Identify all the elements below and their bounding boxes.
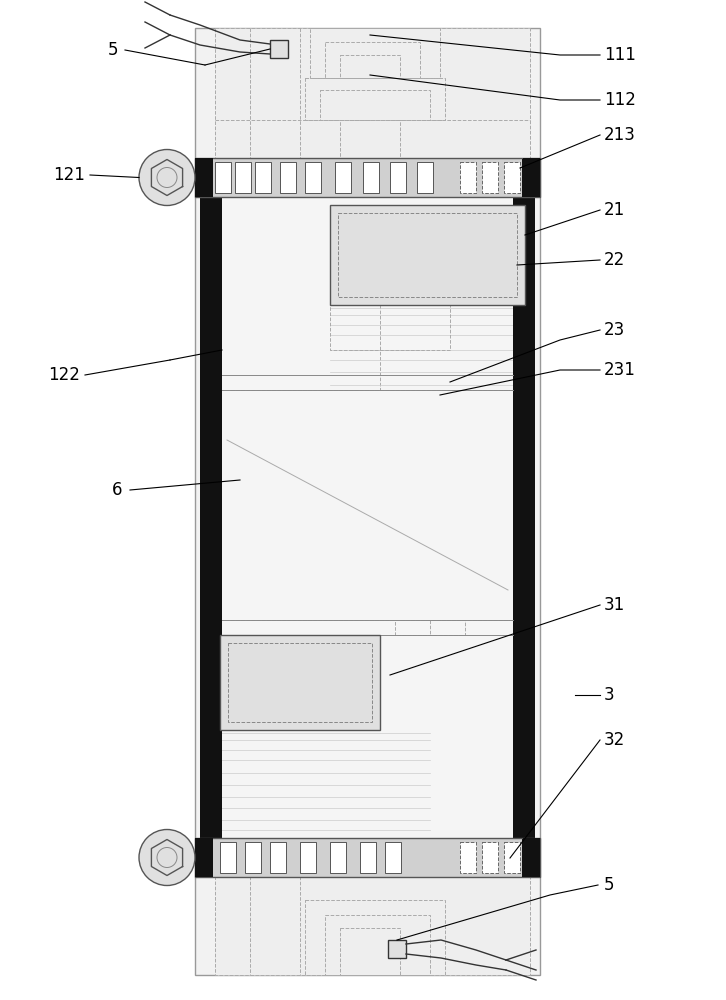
Bar: [482, 162, 498, 193]
Bar: [385, 842, 401, 873]
Text: 231: 231: [604, 361, 636, 379]
Bar: [255, 162, 271, 193]
Bar: [325, 42, 420, 78]
Text: 5: 5: [107, 41, 118, 59]
Bar: [390, 162, 406, 193]
Circle shape: [139, 830, 195, 886]
Bar: [504, 162, 520, 193]
Text: 111: 111: [604, 46, 636, 64]
Bar: [215, 197, 530, 390]
Bar: [305, 162, 321, 193]
Bar: [363, 162, 379, 193]
Bar: [395, 620, 465, 635]
Bar: [305, 900, 445, 975]
Bar: [215, 840, 530, 975]
Bar: [195, 28, 540, 975]
Bar: [330, 205, 525, 305]
Text: 32: 32: [604, 731, 625, 749]
Bar: [388, 940, 406, 958]
Text: 3: 3: [604, 686, 615, 704]
Bar: [340, 55, 400, 78]
Text: 22: 22: [604, 251, 625, 269]
Text: 21: 21: [604, 201, 625, 219]
Bar: [195, 838, 540, 877]
Bar: [215, 620, 530, 840]
Bar: [513, 158, 535, 840]
Bar: [335, 162, 351, 193]
Text: 213: 213: [604, 126, 636, 144]
Bar: [200, 158, 222, 840]
Bar: [215, 162, 231, 193]
Bar: [504, 842, 520, 873]
Text: 31: 31: [604, 596, 625, 614]
Bar: [305, 78, 445, 120]
Bar: [340, 928, 400, 975]
Bar: [245, 842, 261, 873]
Bar: [330, 305, 450, 350]
Bar: [460, 162, 476, 193]
Bar: [228, 643, 372, 722]
Bar: [195, 158, 540, 197]
Bar: [215, 28, 530, 158]
Bar: [417, 162, 433, 193]
Text: 5: 5: [604, 876, 614, 894]
Bar: [338, 213, 517, 297]
Bar: [220, 635, 380, 730]
Text: 121: 121: [53, 166, 85, 184]
Bar: [522, 158, 540, 197]
Bar: [522, 838, 540, 877]
Bar: [340, 120, 400, 158]
Bar: [220, 842, 236, 873]
Bar: [280, 162, 296, 193]
Bar: [325, 915, 430, 975]
Bar: [360, 842, 376, 873]
Bar: [482, 842, 498, 873]
Bar: [460, 842, 476, 873]
Text: 23: 23: [604, 321, 625, 339]
Bar: [300, 842, 316, 873]
Bar: [330, 842, 346, 873]
Text: 112: 112: [604, 91, 636, 109]
Text: 6: 6: [112, 481, 122, 499]
Bar: [270, 40, 288, 58]
Bar: [310, 28, 440, 78]
Bar: [195, 838, 213, 877]
Bar: [222, 158, 513, 840]
Bar: [235, 162, 251, 193]
Bar: [195, 158, 213, 197]
Bar: [320, 90, 430, 120]
Text: 122: 122: [48, 366, 80, 384]
Circle shape: [139, 149, 195, 206]
Bar: [270, 842, 286, 873]
